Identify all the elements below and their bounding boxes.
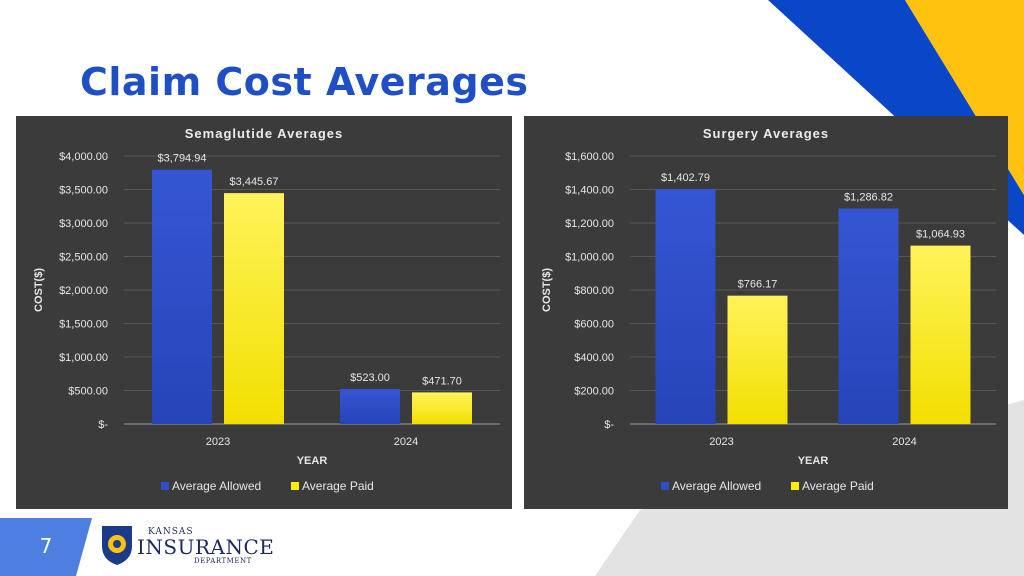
- y-tick-label: $200.00: [574, 386, 614, 398]
- y-tick-label: $2,500.00: [59, 252, 108, 264]
- chart-svg: Surgery Averages $- $200.00 $400.00 $600.00 $…: [524, 116, 1008, 509]
- y-tick-label: $500.00: [68, 386, 108, 398]
- y-tick-label: $400.00: [574, 352, 614, 364]
- x-tick-label: 2023: [709, 436, 733, 448]
- bar-average-paid-2024: [412, 392, 472, 424]
- legend-swatch: [661, 482, 669, 490]
- data-label: $1,064.93: [916, 229, 965, 241]
- x-tick-label: 2023: [206, 436, 230, 448]
- data-label: $523.00: [350, 372, 390, 384]
- y-tick-label: $1,000.00: [59, 352, 108, 364]
- bar-average-allowed-2023: [152, 169, 212, 424]
- semaglutide-chart: Semaglutide Averages $- $500.00 $1,000.00 $1…: [16, 116, 512, 509]
- legend-swatch: [291, 482, 299, 490]
- x-axis-label: YEAR: [798, 455, 829, 467]
- surgery-chart: Surgery Averages $- $200.00 $400.00 $600.00 $…: [524, 116, 1008, 509]
- bar-average-paid-2023: [727, 295, 788, 424]
- y-tick-label: $1,600.00: [565, 151, 614, 163]
- y-tick-label: $1,400.00: [565, 185, 614, 197]
- data-label: $3,445.67: [230, 176, 279, 188]
- shield-sunflower-icon: [102, 526, 132, 565]
- x-axis-label: YEAR: [297, 455, 328, 467]
- y-tick-label: $1,200.00: [565, 218, 614, 230]
- legend-label: Average Paid: [802, 479, 874, 493]
- y-axis-label: COST($): [541, 268, 553, 312]
- y-tick-label: $3,500.00: [59, 185, 108, 197]
- bar-average-allowed-2024: [340, 388, 400, 424]
- x-tick-label: 2024: [394, 436, 418, 448]
- legend-swatch: [791, 482, 799, 490]
- kansas-insurance-logo: KANSAS INSURANCE DEPARTMENT: [100, 524, 274, 568]
- legend-swatch: [161, 482, 169, 490]
- legend-label: Average Allowed: [172, 479, 261, 493]
- y-tick-label: $2,000.00: [59, 285, 108, 297]
- y-tick-label: $4,000.00: [59, 151, 108, 163]
- logo-kansas-text: KANSAS: [148, 527, 194, 537]
- slide-title: Claim Cost Averages: [80, 60, 529, 104]
- data-label: $1,286.82: [844, 191, 893, 203]
- page-number-box: [0, 518, 92, 576]
- data-label: $471.70: [422, 375, 462, 387]
- page-number: 7: [39, 534, 53, 558]
- logo-insurance-text: INSURANCE: [137, 535, 275, 559]
- y-tick-label: $1,000.00: [565, 252, 614, 264]
- y-tick-label: $600.00: [574, 319, 614, 331]
- y-axis-label: COST($): [33, 268, 45, 312]
- y-tick-label: $-: [604, 419, 614, 431]
- data-label: $766.17: [738, 279, 778, 291]
- bar-average-allowed-2024: [838, 208, 899, 424]
- bar-average-paid-2024: [910, 245, 971, 424]
- y-tick-label: $3,000.00: [59, 218, 108, 230]
- chart-title: Semaglutide Averages: [185, 126, 343, 141]
- y-tick-label: $-: [98, 419, 108, 431]
- legend-label: Average Paid: [302, 479, 374, 493]
- chart-svg: Semaglutide Averages $- $500.00 $1,000.00 $1…: [16, 116, 512, 509]
- data-label: $1,402.79: [661, 172, 710, 184]
- data-label: $3,794.94: [158, 153, 207, 165]
- y-tick-label: $1,500.00: [59, 319, 108, 331]
- x-tick-label: 2024: [892, 436, 916, 448]
- chart-title: Surgery Averages: [703, 126, 829, 141]
- y-tick-label: $800.00: [574, 285, 614, 297]
- bar-average-allowed-2023: [655, 189, 716, 424]
- logo-department-text: DEPARTMENT: [194, 557, 252, 565]
- legend-label: Average Allowed: [672, 479, 761, 493]
- bar-average-paid-2023: [224, 193, 284, 424]
